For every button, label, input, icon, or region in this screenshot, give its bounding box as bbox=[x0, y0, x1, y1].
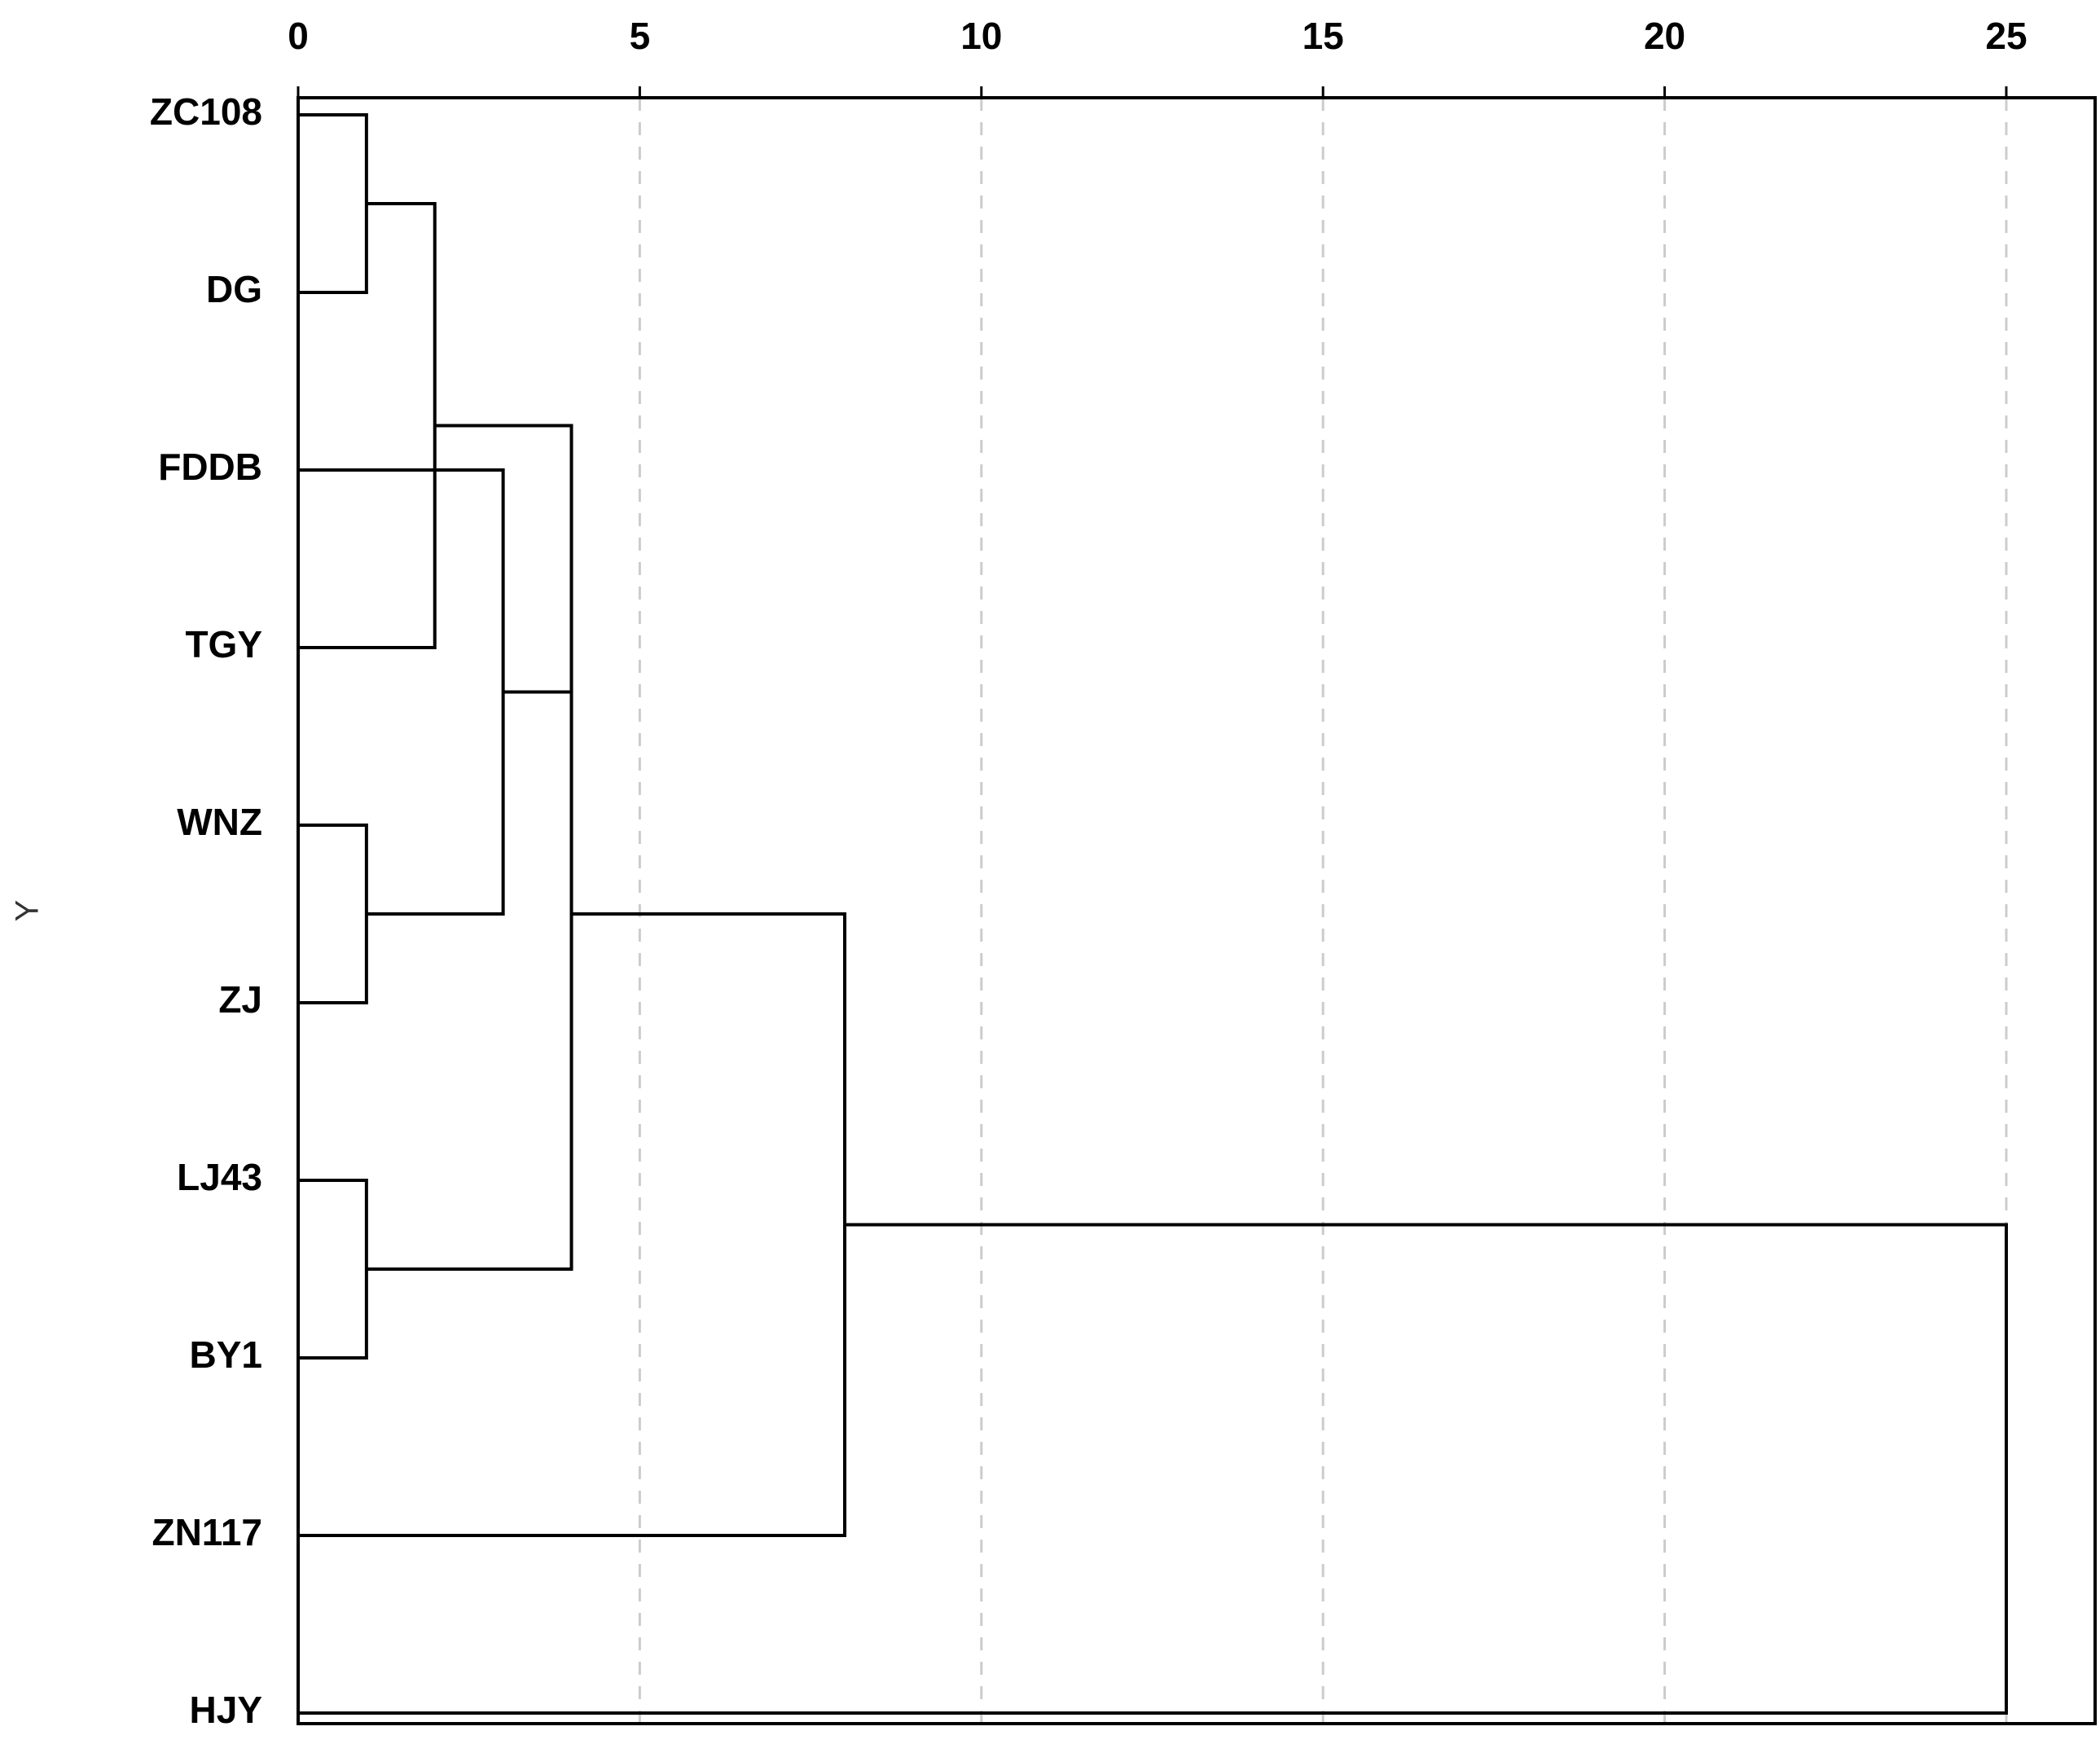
merge-link-c9 bbox=[298, 1223, 2008, 1715]
leaf-label-tgy: TGY bbox=[185, 623, 262, 666]
leaf-label-fddb: FDDB bbox=[158, 446, 262, 488]
merge-link-c3 bbox=[298, 824, 368, 1004]
merge-link-c4 bbox=[298, 468, 505, 916]
x-axis-ticks: 0 5 10 15 20 25 bbox=[288, 15, 2028, 98]
x-tick-label-0: 0 bbox=[288, 15, 309, 57]
leaf-label-zc108: ZC108 bbox=[150, 90, 262, 133]
leaf-label-zn117: ZN117 bbox=[152, 1511, 262, 1553]
leaf-label-dg: DG bbox=[206, 268, 262, 310]
leaf-label-by1: BY1 bbox=[190, 1333, 262, 1376]
x-tick-label-15: 15 bbox=[1303, 15, 1344, 57]
leaf-label-hjy: HJY bbox=[190, 1689, 262, 1731]
merge-link-c7 bbox=[366, 559, 573, 1271]
plot-frame bbox=[297, 96, 2097, 1725]
x-tick-label-5: 5 bbox=[630, 15, 651, 57]
x-tick-label-20: 20 bbox=[1644, 15, 1685, 57]
x-tick-label-25: 25 bbox=[1985, 15, 2027, 57]
leaf-labels: ZC108 DG FDDB TGY WNZ ZJ LJ43 BY1 ZN117 HJY bbox=[150, 90, 262, 1731]
leaf-label-zj: ZJ bbox=[218, 978, 262, 1021]
merge-link-c1 bbox=[298, 113, 368, 294]
dendrogram-links bbox=[298, 113, 2008, 1715]
leaf-label-lj43: LJ43 bbox=[177, 1156, 262, 1198]
x-tick-label-10: 10 bbox=[960, 15, 1002, 57]
merge-link-c6 bbox=[298, 1179, 368, 1360]
grid-layer bbox=[638, 98, 2008, 1724]
y-axis-label: Y bbox=[10, 900, 46, 922]
leaf-label-wnz: WNZ bbox=[177, 801, 262, 843]
